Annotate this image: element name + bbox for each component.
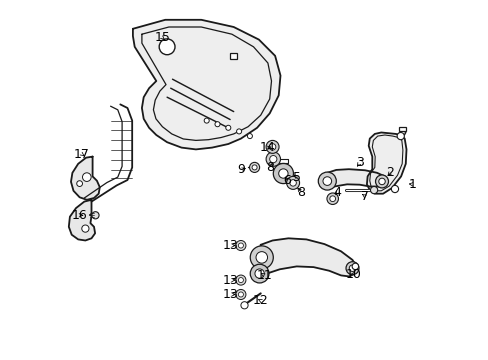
Circle shape	[278, 169, 287, 178]
Circle shape	[235, 289, 245, 300]
Polygon shape	[133, 20, 280, 149]
Circle shape	[346, 262, 358, 275]
Text: 8: 8	[266, 161, 274, 174]
Circle shape	[81, 225, 89, 232]
Bar	[230, 53, 237, 59]
Polygon shape	[69, 200, 95, 240]
Circle shape	[318, 172, 336, 190]
Circle shape	[82, 173, 91, 181]
Circle shape	[348, 265, 355, 271]
Circle shape	[375, 175, 387, 188]
Text: 6: 6	[283, 174, 290, 187]
Circle shape	[322, 177, 331, 185]
Text: 11: 11	[256, 269, 272, 282]
Circle shape	[378, 178, 385, 185]
Polygon shape	[71, 157, 100, 200]
Circle shape	[92, 212, 99, 219]
Circle shape	[396, 132, 404, 140]
Circle shape	[241, 302, 247, 309]
Text: 13: 13	[223, 239, 238, 252]
Circle shape	[225, 125, 230, 130]
Polygon shape	[324, 169, 387, 189]
Text: 13: 13	[223, 288, 238, 301]
Polygon shape	[258, 238, 356, 276]
Text: 14: 14	[260, 141, 275, 154]
Circle shape	[238, 292, 243, 297]
Circle shape	[204, 118, 209, 123]
Circle shape	[77, 181, 82, 186]
Text: 15: 15	[154, 31, 170, 44]
Circle shape	[351, 263, 358, 270]
Circle shape	[289, 180, 296, 186]
Polygon shape	[399, 130, 405, 135]
Text: 2: 2	[386, 166, 393, 179]
Circle shape	[247, 134, 252, 139]
Circle shape	[269, 156, 276, 163]
Circle shape	[256, 252, 267, 263]
Text: 4: 4	[333, 186, 341, 199]
Text: 1: 1	[408, 178, 416, 191]
Polygon shape	[366, 132, 406, 194]
Circle shape	[236, 129, 241, 134]
Circle shape	[329, 196, 335, 202]
Circle shape	[254, 269, 264, 278]
Circle shape	[249, 162, 259, 172]
Circle shape	[265, 140, 279, 153]
Circle shape	[235, 240, 245, 251]
Text: 17: 17	[74, 148, 89, 161]
Text: 5: 5	[292, 171, 300, 184]
Circle shape	[265, 152, 280, 166]
Text: 13: 13	[223, 274, 238, 287]
Circle shape	[159, 39, 175, 55]
Text: 8: 8	[297, 186, 305, 199]
Text: 16: 16	[72, 209, 87, 222]
Bar	[399, 127, 405, 131]
Circle shape	[215, 122, 220, 127]
Circle shape	[286, 176, 299, 189]
Circle shape	[251, 165, 257, 170]
Text: 9: 9	[237, 163, 244, 176]
Circle shape	[370, 186, 377, 194]
Text: 3: 3	[355, 156, 363, 169]
Circle shape	[269, 144, 275, 150]
Circle shape	[326, 193, 338, 204]
Text: 10: 10	[345, 268, 361, 281]
Text: 7: 7	[360, 190, 368, 203]
Circle shape	[235, 275, 245, 285]
Circle shape	[238, 278, 243, 283]
Circle shape	[238, 243, 243, 248]
Circle shape	[273, 163, 293, 184]
Circle shape	[250, 264, 268, 283]
Circle shape	[250, 246, 273, 269]
Text: 12: 12	[252, 294, 268, 307]
Circle shape	[390, 185, 398, 193]
